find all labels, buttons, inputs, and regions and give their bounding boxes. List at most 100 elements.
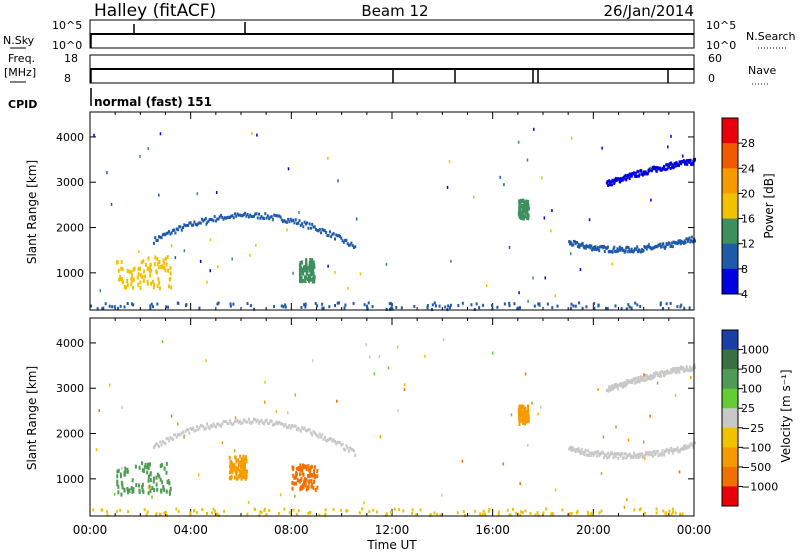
power-scatter-mark	[99, 289, 102, 293]
power-floor-mark	[604, 306, 607, 310]
velocity-band-mark	[216, 422, 219, 426]
velocity-colorbar: 1000 500 100 25 −25 −100 −500 −1000	[722, 330, 778, 507]
power-colorbar-tick-label: 4	[741, 288, 748, 301]
power-blob-mark	[149, 264, 152, 269]
power-blob-mark	[136, 275, 139, 280]
power-blob-mark	[527, 213, 530, 218]
power-band-mark	[679, 242, 682, 246]
velocity-blob-mark	[147, 491, 150, 496]
velocity-colorbar-swatch	[722, 427, 738, 448]
velocity-band-mark	[670, 368, 673, 372]
velocity-floor-mark	[106, 510, 109, 514]
power-band-mark	[279, 215, 282, 219]
velocity-band-mark	[225, 419, 228, 423]
velocity-band-mark	[682, 447, 685, 451]
velocity-floor-mark	[345, 509, 348, 513]
power-band-mark	[168, 230, 171, 234]
power-scatter-mark	[106, 171, 108, 175]
power-band-mark	[576, 245, 579, 249]
velocity-floor-mark	[681, 512, 684, 516]
velocity-blob-mark	[141, 468, 144, 473]
power-scatter-mark	[544, 276, 547, 280]
power-floor-mark	[413, 304, 416, 308]
velocity-blob-mark	[163, 466, 166, 471]
power-band-mark	[339, 235, 342, 239]
power-floor-mark	[167, 305, 170, 309]
power-band-mark	[593, 247, 596, 251]
velocity-band-mark	[662, 371, 665, 375]
power-band-mark	[184, 224, 187, 228]
velocity-blob-mark	[313, 469, 316, 474]
power-floor-mark	[676, 305, 679, 309]
velocity-blob-mark	[234, 455, 237, 460]
power-floor-mark	[321, 302, 324, 306]
power-scatter-mark	[385, 262, 388, 266]
power-band-mark	[197, 222, 200, 226]
velocity-band-mark	[340, 443, 343, 447]
velocity-band-mark	[297, 426, 300, 430]
power-band-mark	[289, 217, 292, 221]
power-band-mark	[660, 245, 663, 249]
velocity-blob-mark	[168, 481, 171, 486]
power-blob-mark	[130, 277, 133, 282]
power-band-mark	[684, 160, 687, 164]
velocity-floor-mark	[665, 513, 668, 517]
velocity-band-mark	[251, 420, 254, 424]
power-band-mark	[641, 173, 644, 177]
velocity-floor-mark	[479, 512, 482, 516]
velocity-band-mark	[227, 422, 230, 426]
velocity-band-mark	[666, 369, 669, 373]
nave-label: Nave	[748, 64, 776, 77]
velocity-band-mark	[635, 376, 638, 380]
power-band-mark	[266, 214, 269, 218]
velocity-band-mark	[691, 444, 694, 448]
power-band-mark	[635, 248, 638, 252]
velocity-band-mark	[255, 420, 258, 424]
velocity-panel-frame	[89, 317, 695, 517]
power-blob-mark	[164, 268, 167, 273]
velocity-scatter-mark	[373, 372, 376, 376]
power-blob-mark	[520, 204, 523, 209]
velocity-band-mark	[345, 444, 348, 448]
power-band-mark	[185, 223, 188, 227]
power-band-mark	[209, 218, 212, 222]
velocity-blob-mark	[130, 485, 133, 490]
power-floor-mark	[389, 307, 392, 311]
velocity-band-mark	[245, 420, 248, 424]
power-band-mark	[212, 219, 215, 223]
velocity-band-mark	[341, 442, 344, 446]
velocity-band-mark	[667, 448, 670, 452]
velocity-band-mark	[659, 371, 662, 375]
velocity-scatter-mark	[602, 435, 605, 439]
velocity-band-mark	[209, 424, 212, 428]
velocity-band-mark	[288, 423, 291, 427]
velocity-band-mark	[171, 437, 174, 441]
power-floor-mark	[593, 302, 596, 306]
velocity-blob-mark	[244, 462, 247, 467]
velocity-blob-mark	[148, 474, 151, 479]
power-band-mark	[634, 174, 637, 178]
velocity-floor-mark	[119, 508, 122, 512]
velocity-scatter-mark	[502, 462, 504, 466]
power-floor-mark	[246, 302, 249, 306]
power-band-mark	[341, 239, 344, 243]
power-blob-mark	[120, 276, 123, 281]
velocity-floor-mark	[439, 513, 442, 517]
power-band-mark	[216, 217, 219, 221]
velocity-band-mark	[619, 382, 622, 386]
power-band-mark	[608, 180, 611, 184]
velocity-blob-mark	[245, 475, 248, 480]
power-band-mark	[254, 212, 257, 216]
power-blob-mark	[137, 282, 140, 287]
power-floor-mark	[249, 304, 252, 308]
velocity-band-mark	[169, 436, 172, 440]
power-band-mark	[306, 221, 309, 225]
velocity-band-mark	[232, 422, 235, 426]
power-blob-mark	[312, 276, 315, 281]
power-band-mark	[326, 234, 329, 238]
velocity-floor-mark	[393, 507, 396, 511]
velocity-band-mark	[651, 451, 654, 455]
power-band-mark	[154, 236, 157, 240]
velocity-band-mark	[608, 454, 611, 458]
power-band-mark	[282, 220, 285, 224]
